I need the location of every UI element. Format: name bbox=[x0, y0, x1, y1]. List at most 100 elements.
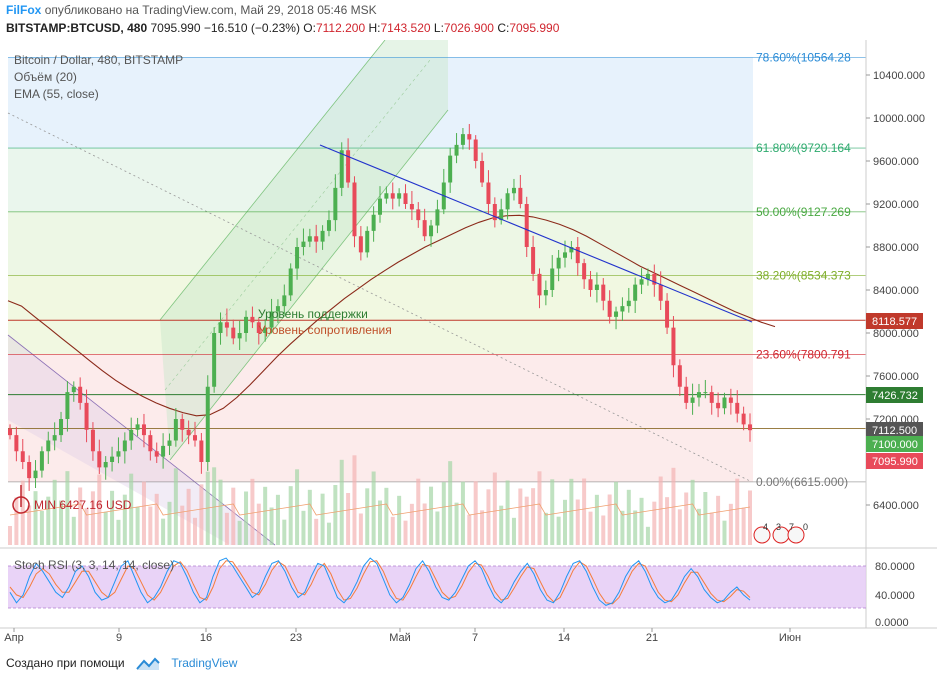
blue-trendline[interactable] bbox=[319, 144, 753, 323]
candle-body bbox=[448, 155, 453, 183]
candle-body bbox=[161, 445, 166, 457]
candle-body bbox=[397, 193, 402, 199]
volume-bar bbox=[748, 490, 752, 545]
volume-bar bbox=[741, 507, 746, 545]
candle-body bbox=[556, 257, 561, 269]
candle-body bbox=[550, 268, 555, 290]
price-tick-label: 10400.000 bbox=[873, 70, 925, 82]
time-tick-label: Апр bbox=[4, 632, 23, 644]
volume-bar bbox=[397, 495, 402, 545]
candle-body bbox=[486, 182, 491, 204]
candle-body bbox=[103, 462, 108, 468]
fib-label: 23.60%(7800.791 bbox=[756, 347, 851, 361]
volume-bar bbox=[358, 513, 363, 545]
volume-bar bbox=[563, 499, 567, 545]
candle-body bbox=[677, 365, 682, 387]
volume-bar bbox=[199, 484, 204, 545]
volume-bar bbox=[301, 510, 306, 545]
volume-bar bbox=[97, 474, 102, 545]
candle-body bbox=[645, 273, 650, 280]
volume-bar bbox=[416, 478, 421, 545]
candle-body bbox=[326, 220, 331, 231]
volume-bar bbox=[110, 490, 115, 545]
volume-bar bbox=[435, 511, 440, 545]
candle-body bbox=[499, 209, 504, 221]
svg-text:3: 3 bbox=[776, 522, 781, 532]
candle-body bbox=[607, 300, 612, 317]
candle-body bbox=[594, 284, 599, 290]
volume-bar bbox=[601, 515, 606, 545]
candle-body bbox=[46, 440, 51, 452]
volume-bar bbox=[371, 471, 376, 545]
volume-bar bbox=[167, 501, 172, 545]
volume-bar bbox=[52, 479, 57, 545]
candle-body bbox=[537, 273, 542, 296]
candle-body bbox=[97, 451, 102, 468]
volume-bar bbox=[569, 478, 574, 545]
volume-bar bbox=[543, 512, 548, 545]
candle-body bbox=[467, 134, 472, 140]
event-flags[interactable]: 4 3 7 0 bbox=[753, 522, 808, 544]
candle-body bbox=[122, 440, 127, 452]
candle-body bbox=[416, 209, 421, 221]
price-tag-label: 7112.500 bbox=[872, 425, 917, 437]
candle-body bbox=[429, 225, 434, 237]
last-price: 7095.990 bbox=[150, 21, 201, 35]
price-change: −16.510 (−0.23%) bbox=[203, 21, 300, 35]
volume-bar bbox=[537, 471, 542, 545]
volume-bar bbox=[148, 506, 153, 545]
candle-body bbox=[8, 428, 12, 436]
volume-bar bbox=[333, 485, 338, 545]
ohlc-line: BITSTAMP:BTCUSD, 480 7095.990 −16.510 (−… bbox=[6, 21, 559, 35]
volume-bar bbox=[499, 505, 504, 545]
tradingview-logo-icon[interactable] bbox=[136, 657, 160, 671]
volume-bar bbox=[250, 478, 255, 545]
candle-body bbox=[582, 263, 587, 280]
candle-body bbox=[454, 144, 459, 156]
volume-bar bbox=[46, 496, 51, 545]
candle-body bbox=[269, 311, 274, 328]
candle-body bbox=[741, 413, 746, 425]
candle-body bbox=[237, 333, 242, 339]
volume-bar bbox=[473, 481, 478, 545]
volume-bar bbox=[409, 503, 414, 545]
candle-body bbox=[129, 429, 134, 441]
candle-body bbox=[33, 470, 38, 479]
price-tag-label: 7100.000 bbox=[872, 439, 918, 451]
price-tag-bg bbox=[866, 453, 923, 469]
tradingview-link[interactable]: TradingView bbox=[171, 656, 238, 670]
candle-body bbox=[186, 429, 191, 436]
svg-text:0: 0 bbox=[803, 522, 808, 532]
volume-bar bbox=[677, 509, 682, 545]
candle-body bbox=[295, 247, 300, 269]
candle-body bbox=[665, 300, 670, 328]
rsi-axis[interactable]: 80.0000 40.0000 0.0000 bbox=[875, 561, 915, 629]
fib-label: 78.60%(10564.28 bbox=[756, 50, 851, 64]
volume-bar bbox=[511, 517, 516, 545]
volume-bar bbox=[224, 512, 229, 545]
price-tick-label: 7600.000 bbox=[873, 371, 919, 383]
candle-body bbox=[193, 435, 197, 441]
author-name[interactable]: FilFox bbox=[6, 3, 42, 17]
fib-label: 38.20%(8534.373 bbox=[756, 269, 851, 283]
candle-body bbox=[492, 204, 497, 221]
volume-bar bbox=[129, 473, 134, 545]
volume-bar bbox=[403, 520, 408, 545]
price-chart-svg[interactable]: Уровень поддержки Уровень сопротивления … bbox=[0, 39, 937, 654]
volume-bar bbox=[652, 501, 657, 545]
candle-body bbox=[735, 402, 740, 414]
candle-body bbox=[90, 429, 95, 452]
candle-body bbox=[78, 386, 83, 403]
volume-bar bbox=[716, 495, 721, 545]
volume-bar bbox=[722, 520, 727, 545]
candle-body bbox=[307, 236, 312, 242]
candle-body bbox=[39, 451, 44, 471]
time-axis[interactable]: Апр 9 16 23 Май 7 14 21 Июн bbox=[4, 628, 801, 644]
chart-area[interactable]: Уровень поддержки Уровень сопротивления … bbox=[0, 39, 937, 654]
min-label: MIN 6427.16 USD bbox=[34, 498, 132, 512]
time-tick-label: Май bbox=[389, 632, 411, 644]
min-marker: MIN 6427.16 USD bbox=[12, 485, 132, 514]
candle-body bbox=[135, 424, 140, 430]
fib-band bbox=[8, 57, 753, 149]
rsi-tick-label: 80.0000 bbox=[875, 561, 915, 573]
